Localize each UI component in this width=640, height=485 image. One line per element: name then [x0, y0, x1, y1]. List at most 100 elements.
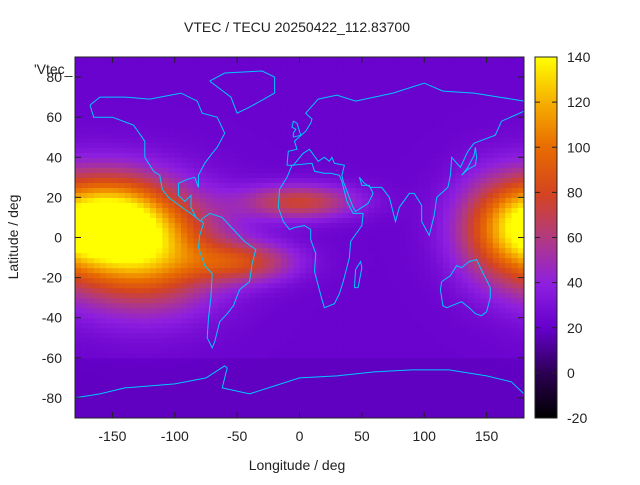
- heatmap-cell: [361, 147, 369, 153]
- heatmap-cell: [262, 72, 269, 78]
- heatmap-cell: [511, 72, 519, 78]
- heatmap-cell: [280, 397, 288, 404]
- heatmap-cell: [336, 297, 344, 304]
- heatmap-cell: [249, 322, 257, 329]
- heatmap-cell: [174, 122, 182, 128]
- heatmap-cell: [455, 367, 463, 374]
- heatmap-cell: [143, 177, 151, 183]
- heatmap-cell: [511, 152, 519, 158]
- heatmap-cell: [349, 367, 357, 374]
- heatmap-cell: [480, 402, 488, 409]
- heatmap-cell: [249, 307, 257, 314]
- heatmap-cell: [87, 397, 95, 404]
- heatmap-cell: [349, 112, 357, 118]
- heatmap-cell: [442, 257, 450, 264]
- heatmap-cell: [343, 182, 350, 188]
- heatmap-cell: [156, 357, 163, 364]
- heatmap-cell: [305, 367, 313, 374]
- heatmap-cell: [511, 277, 519, 284]
- heatmap-cell: [343, 127, 350, 133]
- heatmap-cell: [162, 132, 170, 138]
- heatmap-cell: [411, 252, 419, 259]
- heatmap-cell: [305, 347, 313, 354]
- heatmap-cell: [405, 162, 413, 168]
- heatmap-cell: [106, 372, 114, 379]
- heatmap-cell: [499, 297, 506, 304]
- heatmap-cell: [149, 137, 157, 143]
- heatmap-cell: [237, 97, 244, 103]
- heatmap-cell: [517, 372, 524, 379]
- heatmap-cell: [336, 227, 344, 234]
- heatmap-cell: [212, 367, 220, 374]
- heatmap-cell: [131, 322, 138, 329]
- heatmap-cell: [75, 212, 82, 219]
- heatmap-cell: [405, 382, 413, 389]
- heatmap-cell: [193, 277, 201, 284]
- heatmap-cell: [168, 107, 176, 113]
- heatmap-cell: [343, 137, 350, 143]
- heatmap-cell: [374, 132, 382, 138]
- heatmap-cell: [324, 402, 332, 409]
- heatmap-cell: [280, 232, 288, 239]
- heatmap-cell: [255, 182, 263, 188]
- heatmap-cell: [305, 392, 313, 399]
- heatmap-cell: [318, 387, 326, 394]
- heatmap-cell: [156, 232, 163, 239]
- heatmap-cell: [156, 117, 163, 123]
- heatmap-cell: [75, 292, 82, 299]
- heatmap-cell: [230, 77, 238, 83]
- heatmap-cell: [149, 277, 157, 284]
- heatmap-cell: [187, 252, 195, 259]
- heatmap-cell: [455, 147, 463, 153]
- heatmap-cell: [305, 272, 313, 279]
- heatmap-cell: [249, 187, 257, 193]
- heatmap-cell: [112, 267, 120, 274]
- heatmap-cell: [330, 107, 338, 113]
- heatmap-cell: [280, 87, 288, 93]
- heatmap-cell: [124, 397, 132, 404]
- heatmap-cell: [205, 397, 213, 404]
- heatmap-cell: [205, 212, 213, 219]
- heatmap-cell: [405, 227, 413, 234]
- heatmap-cell: [374, 152, 382, 158]
- heatmap-cell: [293, 262, 301, 269]
- heatmap-cell: [424, 202, 432, 209]
- heatmap-cell: [268, 77, 276, 83]
- heatmap-cell: [93, 347, 101, 354]
- heatmap-cell: [205, 117, 213, 123]
- heatmap-cell: [399, 297, 407, 304]
- heatmap-cell: [393, 117, 400, 123]
- heatmap-cell: [212, 227, 220, 234]
- heatmap-cell: [393, 302, 400, 309]
- heatmap-cell: [75, 242, 82, 249]
- heatmap-cell: [517, 202, 524, 209]
- heatmap-cell: [318, 412, 326, 418]
- heatmap-cell: [442, 372, 450, 379]
- heatmap-cell: [262, 322, 269, 329]
- heatmap-cell: [205, 242, 213, 249]
- heatmap-cell: [106, 387, 114, 394]
- heatmap-cell: [430, 242, 438, 249]
- heatmap-cell: [386, 352, 394, 359]
- heatmap-cell: [149, 377, 157, 384]
- heatmap-cell: [162, 97, 170, 103]
- heatmap-cell: [99, 187, 107, 193]
- heatmap-cell: [368, 382, 375, 389]
- heatmap-cell: [318, 327, 326, 334]
- heatmap-cell: [205, 387, 213, 394]
- heatmap-cell: [124, 412, 132, 418]
- heatmap-cell: [511, 202, 519, 209]
- heatmap-cell: [99, 372, 107, 379]
- heatmap-cell: [511, 372, 519, 379]
- heatmap-cell: [168, 167, 176, 173]
- heatmap-cell: [299, 237, 307, 244]
- heatmap-cell: [318, 197, 326, 203]
- heatmap-cell: [492, 272, 500, 279]
- heatmap-cell: [162, 177, 170, 183]
- heatmap-cell: [361, 107, 369, 113]
- heatmap-cell: [249, 142, 257, 148]
- heatmap-cell: [436, 147, 444, 153]
- heatmap-cell: [81, 127, 89, 133]
- heatmap-cell: [218, 297, 226, 304]
- heatmap-cell: [75, 72, 82, 78]
